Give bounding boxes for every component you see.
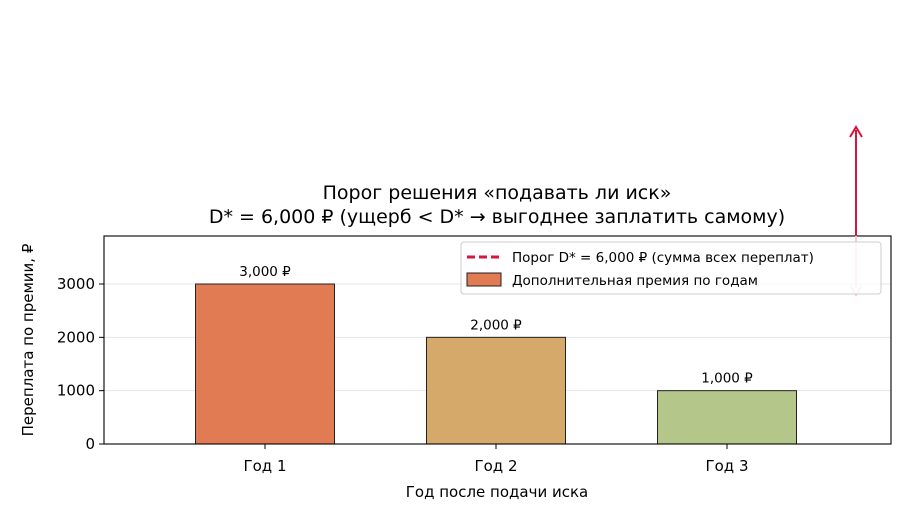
legend-premium-label: Дополнительная премия по годам bbox=[512, 273, 758, 289]
legend: Порог D* = 6,000 ₽ (сумма всех переплат)… bbox=[460, 241, 882, 295]
bar-data-label: 3,000 ₽ bbox=[239, 264, 291, 280]
legend-premium-swatch bbox=[466, 272, 502, 287]
y-axis-label: Переплата по премии, ₽ bbox=[19, 243, 37, 436]
bar bbox=[657, 390, 797, 445]
chart-title: Порог решения «подавать ли иск» bbox=[323, 182, 672, 204]
x-axis-label: Год после подачи иска bbox=[406, 483, 588, 501]
chart-subtitle: D* = 6,000 ₽ (ущерб < D* → выгоднее запл… bbox=[209, 206, 785, 228]
y-tick-label: 1000 bbox=[57, 382, 95, 400]
bar-data-label: 2,000 ₽ bbox=[470, 317, 522, 333]
y-tick-label: 2000 bbox=[57, 328, 95, 346]
bar bbox=[195, 283, 335, 445]
legend-box bbox=[460, 241, 882, 295]
y-tick-label: 3000 bbox=[57, 275, 95, 293]
x-tick-label: Год 2 bbox=[474, 457, 517, 475]
y-tick-label: 0 bbox=[85, 435, 95, 453]
bar bbox=[426, 336, 566, 445]
x-tick-label: Год 3 bbox=[705, 457, 748, 475]
bar-data-label: 1,000 ₽ bbox=[701, 371, 753, 387]
legend-threshold-label: Порог D* = 6,000 ₽ (сумма всех переплат) bbox=[512, 250, 814, 266]
threshold-arrow-head bbox=[849, 125, 863, 138]
plot-area-frame bbox=[103, 235, 892, 445]
x-tick-label: Год 1 bbox=[243, 457, 286, 475]
